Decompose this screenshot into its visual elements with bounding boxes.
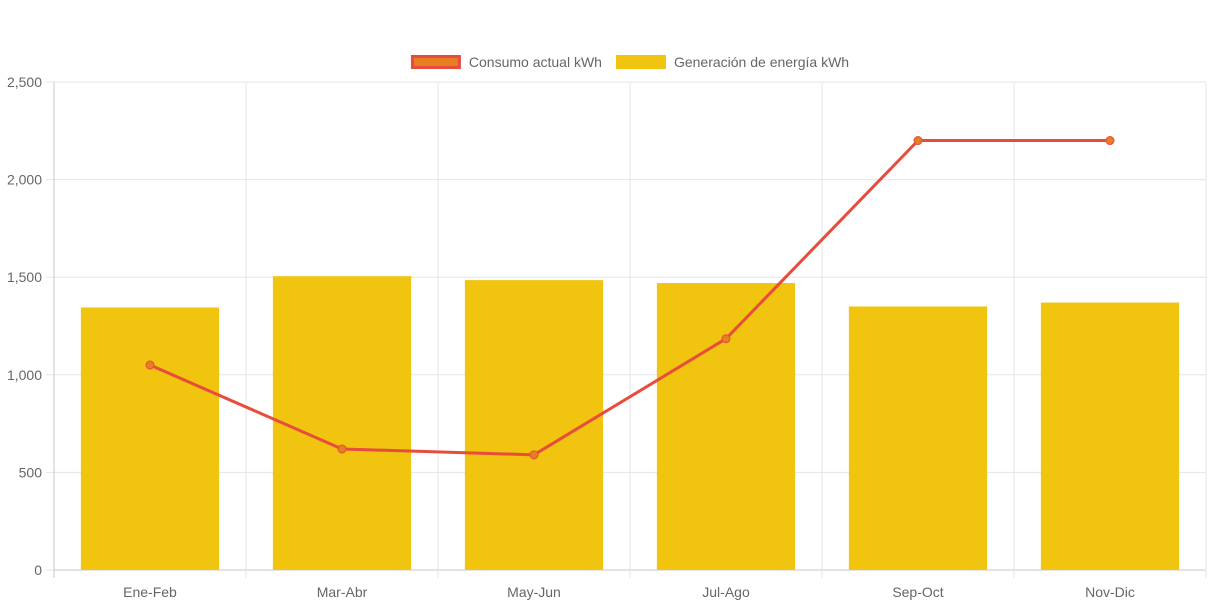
x-tick-label: May-Jun [507,584,561,600]
consumo-line [149,139,1110,457]
line-point[interactable] [721,334,731,344]
x-tick-label: Sep-Oct [892,584,943,600]
y-tick-label: 0 [34,562,42,578]
y-tick-label: 1,500 [7,269,42,285]
legend[interactable]: Consumo actual kWh Generación de energía … [410,54,849,70]
x-tick-label: Nov-Dic [1085,584,1135,600]
bar[interactable] [80,307,220,570]
line-point[interactable] [337,444,347,454]
bar-series [80,276,1180,570]
legend-item[interactable]: Consumo actual kWh [410,54,602,70]
y-tick-label: 2,500 [7,74,42,90]
legend-item[interactable]: Generación de energía kWh [615,54,849,70]
line-point[interactable] [529,450,539,460]
line-point[interactable] [1105,136,1115,146]
bar[interactable] [272,276,412,570]
y-tick-label: 1,000 [7,367,42,383]
x-tick-label: Ene-Feb [123,584,177,600]
bar[interactable] [848,306,988,570]
legend-swatch [615,55,666,69]
bar[interactable] [464,280,604,570]
grid [46,81,1207,578]
x-tick-label: Mar-Abr [317,584,368,600]
bar[interactable] [1040,302,1180,570]
y-tick-label: 500 [19,464,43,480]
legend-label: Consumo actual kWh [469,54,602,70]
line-point[interactable] [145,360,155,370]
axes: 0 500 1,000 1,500 2,000 2,500 Ene-Feb Mar-Abr Ma… [7,74,1135,600]
line-point[interactable] [913,136,923,146]
bar[interactable] [656,283,796,570]
legend-swatch [410,55,461,69]
line-series [145,136,1115,460]
x-tick-label: Jul-Ago [702,584,750,600]
legend-label: Generación de energía kWh [674,54,849,70]
y-tick-label: 2,000 [7,172,42,188]
